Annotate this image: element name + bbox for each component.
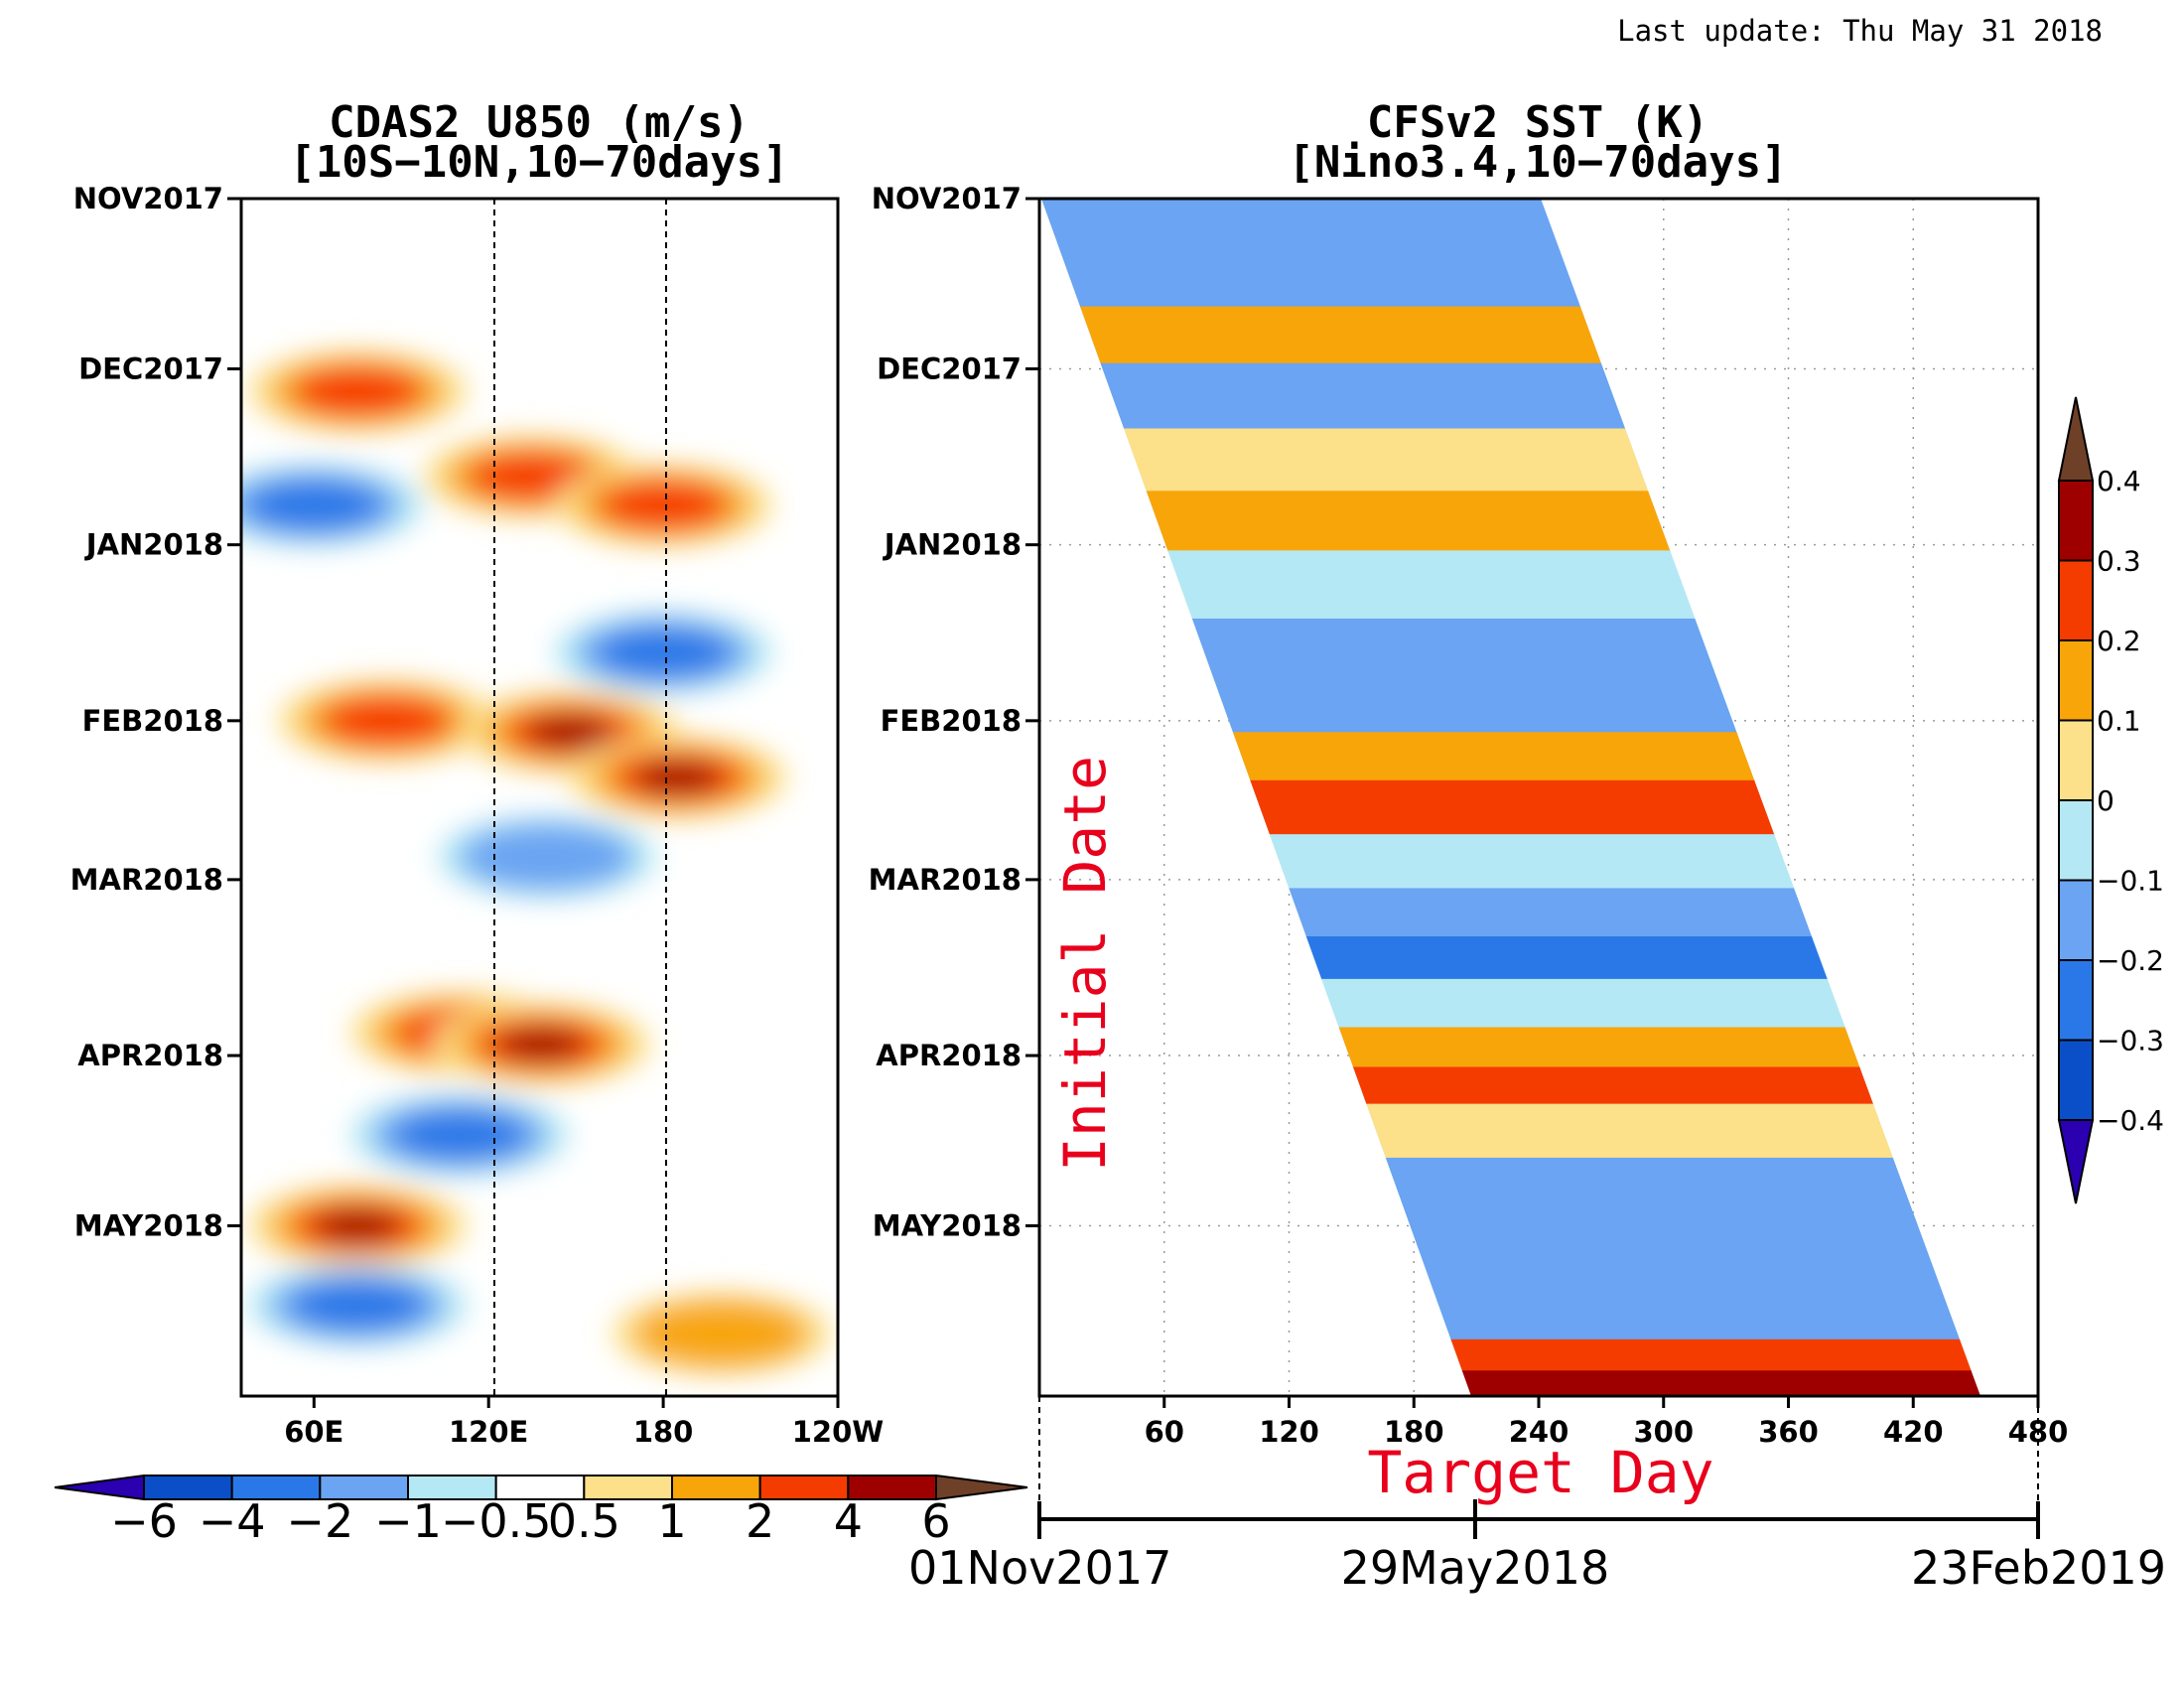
left-blob-8-1 [459, 823, 634, 891]
left-xtick-label-1: 120E [449, 1415, 528, 1449]
right-colorbar-arrow-high [2057, 396, 2095, 482]
right-ytick-label-0: NOV2017 [872, 182, 1022, 215]
right-xtick-label-1: 120 [1259, 1415, 1319, 1449]
left-colorbar-segment-2 [319, 1475, 410, 1500]
left-ytick-label-0: NOV2017 [73, 182, 223, 215]
left-panel: CDAS2 U850 (m/s) [10S−10N,10−70days] NOV… [70, 97, 885, 1449]
left-colorbar-label-5: 0.5 [548, 1494, 620, 1548]
right-colorbar-label-0: 0.4 [2097, 465, 2141, 497]
right-xtick-label-2: 180 [1384, 1415, 1444, 1449]
left-colorbar-label-8: 4 [834, 1494, 863, 1548]
left-title-line2: [10S−10N,10−70days] [289, 137, 788, 188]
left-ytick-label-3: FEB2018 [82, 704, 223, 738]
right-y-axis: NOV2017 DEC2017 JAN2018 FEB2018 MAR2018 APR20… [869, 182, 1039, 1243]
right-colorbar-segment-6 [2058, 959, 2094, 1042]
right-ytick-label-4: MAR2018 [869, 863, 1022, 897]
right-ytick-label-5: APR2018 [876, 1039, 1022, 1072]
left-blob-3-2 [248, 480, 380, 530]
left-blob-4-2 [598, 628, 730, 678]
right-colorbar-segment-4 [2058, 799, 2094, 882]
left-colorbar-label-4: −0.5 [441, 1494, 552, 1548]
left-colorbar-label-7: 2 [746, 1494, 774, 1548]
left-ytick-label-4: MAR2018 [70, 863, 223, 897]
left-title-line1: CDAS2 U850 (m/s) [329, 97, 750, 148]
right-colorbar-arrow-low [2057, 1119, 2095, 1204]
right-xtick-label-3: 240 [1509, 1415, 1570, 1449]
left-ytick-label-6: MAY2018 [74, 1209, 223, 1243]
left-colorbar-label-0: −6 [110, 1494, 178, 1548]
left-blob-7-3 [633, 761, 722, 794]
left-xtick-label-3: 120W [792, 1415, 885, 1449]
left-blob-5-2 [321, 695, 453, 747]
right-xtick-label-5: 360 [1758, 1415, 1819, 1449]
last-update: Last update: Thu May 31 2018 [1617, 14, 2103, 48]
right-colorbar-segment-3 [2058, 719, 2094, 801]
initial-date-label: Initial Date [1051, 756, 1119, 1172]
left-heatmap [241, 199, 838, 1396]
left-colorbar-label-3: −1 [374, 1494, 442, 1548]
right-panel: CFSv2 SST (K) [Nino3.4,10−70days] NOV201… [869, 97, 2166, 1595]
right-ytick-label-1: DEC2017 [877, 352, 1022, 385]
right-colorbar-label-1: 0.3 [2097, 545, 2141, 578]
right-colorbar-segment-1 [2058, 559, 2094, 641]
left-blob-14-1 [633, 1300, 809, 1367]
left-colorbar-label-1: −4 [199, 1494, 266, 1548]
right-colorbar: 0.4 0.3 0.2 0.1 0 −0.1 −0.2 −0.3 −0.4 [2057, 396, 2164, 1204]
right-x-axis: 60 120 180 240 300 360 420 480 [1145, 1396, 2068, 1449]
right-xtick-label-6: 420 [1883, 1415, 1944, 1449]
left-xtick-label-2: 180 [633, 1415, 694, 1449]
left-y-axis: NOV2017 DEC2017 JAN2018 FEB2018 MAR2018 APR20… [70, 182, 241, 1243]
left-ytick-label-2: JAN2018 [84, 528, 223, 562]
date-axis-label-0: 01Nov2017 [908, 1541, 1171, 1595]
left-colorbar-arrow-high [935, 1474, 1028, 1501]
right-title-line2: [Nino3.4,10−70days] [1288, 137, 1787, 188]
target-day-label: Target Day [1367, 1439, 1713, 1506]
left-blob-12-3 [314, 1208, 402, 1243]
left-colorbar-label-6: 1 [657, 1494, 686, 1548]
date-axis-label-1: 29May2018 [1341, 1541, 1610, 1595]
date-axis: 01Nov2017 29May2018 23Feb2019 [908, 1396, 2166, 1595]
left-colorbar-label-2: −2 [286, 1494, 353, 1548]
right-ytick-label-6: MAY2018 [873, 1209, 1022, 1243]
right-colorbar-label-8: −0.4 [2097, 1104, 2164, 1137]
right-colorbar-segment-5 [2058, 879, 2094, 961]
right-ytick-label-3: FEB2018 [881, 704, 1022, 738]
left-xtick-label-0: 60E [284, 1415, 343, 1449]
left-blob-2-2 [598, 480, 730, 530]
left-blob-13-2 [292, 1280, 424, 1331]
right-colorbar-label-5: −0.1 [2097, 865, 2164, 898]
left-blob-6-3 [526, 715, 614, 750]
left-blob-10-3 [496, 1027, 585, 1061]
left-plot-frame [239, 197, 840, 1398]
right-title-line1: CFSv2 SST (K) [1367, 97, 1708, 148]
left-colorbar-segment-4 [494, 1475, 586, 1500]
right-colorbar-label-4: 0 [2097, 784, 2115, 817]
left-blob-11-2 [393, 1109, 525, 1161]
left-heatmap-blobs [241, 350, 831, 1376]
left-blob-0-2 [292, 366, 424, 417]
left-ytick-label-5: APR2018 [77, 1039, 223, 1072]
right-colorbar-segment-2 [2058, 639, 2094, 722]
date-axis-label-2: 23Feb2019 [1911, 1541, 2166, 1595]
left-x-axis: 60E 120E 180 120W [284, 1396, 884, 1449]
right-colorbar-label-6: −0.2 [2097, 944, 2164, 977]
right-colorbar-label-2: 0.2 [2097, 625, 2141, 657]
left-colorbar-segment-7 [758, 1475, 850, 1500]
right-colorbar-label-7: −0.3 [2097, 1025, 2164, 1057]
right-xtick-label-4: 300 [1633, 1415, 1694, 1449]
right-colorbar-label-3: 0.1 [2097, 705, 2141, 738]
right-colorbar-segment-7 [2058, 1039, 2094, 1121]
right-xtick-label-0: 60 [1145, 1415, 1184, 1449]
left-ytick-label-1: DEC2017 [78, 352, 223, 385]
right-ytick-label-2: JAN2018 [883, 528, 1022, 562]
left-colorbar-label-9: 6 [921, 1494, 950, 1548]
right-colorbar-segment-0 [2058, 480, 2094, 562]
left-colorbar: −6 −4 −2 −1−0.50.5 1 2 4 6 [54, 1474, 1028, 1548]
